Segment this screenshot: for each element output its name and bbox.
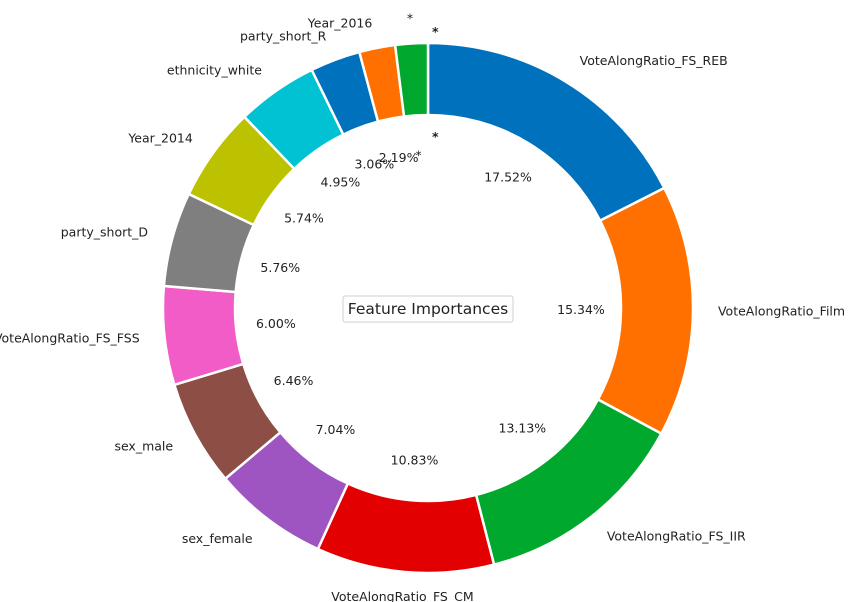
slice-label-votealongratio-fs-reb-0: VoteAlongRatio_FS_REB — [580, 53, 728, 68]
pct-label-ethnicity-white-9: 4.95% — [321, 175, 361, 190]
pct-label-other-12: * — [415, 147, 421, 162]
slice-votealongratio-fs-reb-0 — [426, 41, 666, 222]
slice-other-12 — [393, 41, 430, 118]
pct-label-votealongratio-fs-reb-0: 17.52% — [484, 170, 532, 185]
slice-label-votealongratio-fs-cm-3: VoteAlongRatio_FS_CM — [331, 589, 473, 602]
slice-label-votealongratio-fs-iir-2: VoteAlongRatio_FS_IIR — [607, 528, 746, 543]
pct-label-year-2016-11: 2.19% — [379, 150, 419, 165]
pct-label-sex-male-5: 6.46% — [274, 373, 314, 388]
slice-votealongratio-film-1 — [596, 186, 695, 435]
slice-label-year-2014-8: Year_2014 — [127, 130, 193, 145]
slice-label-party-short-r-10: party_short_R — [240, 28, 327, 43]
slice-label-sex-female-4: sex_female — [182, 531, 253, 546]
pct-label-votealongratio-fs-cm-3: 10.83% — [391, 452, 439, 467]
chart-labels: VoteAlongRatio_FS_REB 17.52% VoteAlongRati… — [0, 11, 845, 602]
slice-label-ethnicity-white-9: ethnicity_white — [167, 62, 262, 77]
slice-label-year-2016-11: Year_2016 — [307, 15, 373, 30]
pct-label-party-short-r-10: 3.06% — [355, 157, 395, 172]
pct-label-sex-female-4: 7.04% — [316, 422, 356, 437]
asterisk-mark-1: * — [432, 129, 439, 144]
slice-label-sex-male-5: sex_male — [114, 438, 173, 453]
chart-title-group: Feature Importances — [342, 295, 514, 323]
slice-label-votealongratio-film-1: VoteAlongRatio_Film — [718, 303, 845, 318]
slice-label-votealongratio-fs-fss-6: VoteAlongRatio_FS_FSS — [0, 331, 140, 346]
pct-label-votealongratio-film-1: 15.34% — [557, 302, 605, 317]
slice-label-party-short-d-7: party_short_D — [61, 224, 148, 239]
pct-label-party-short-d-7: 5.76% — [260, 260, 300, 275]
pct-label-votealongratio-fs-iir-2: 13.13% — [499, 420, 547, 435]
asterisk-mark-0: * — [432, 24, 439, 39]
chart-annotation-marks: ** — [432, 24, 439, 144]
slice-label-other-12: * — [407, 11, 413, 26]
pct-label-votealongratio-fs-fss-6: 6.00% — [256, 316, 296, 331]
chart-title: Feature Importances — [348, 300, 508, 318]
pct-label-year-2014-8: 5.74% — [284, 210, 324, 225]
slice-votealongratio-fs-cm-3 — [316, 482, 496, 575]
chart-title-box — [342, 295, 514, 323]
chart-slices — [161, 41, 695, 575]
